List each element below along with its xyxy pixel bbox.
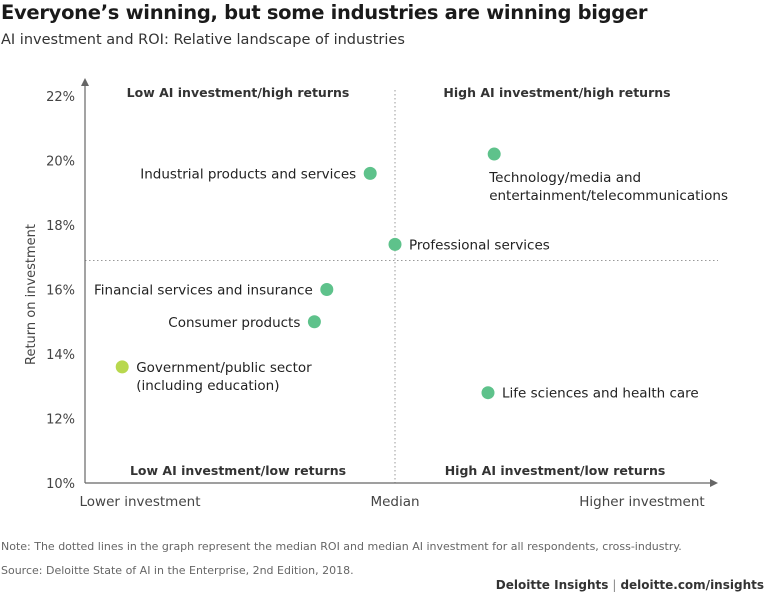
- y-axis-arrow: [81, 78, 89, 86]
- footnote: Note: The dotted lines in the graph repr…: [1, 540, 682, 553]
- quadrant-label-bottom-right: High AI investment/low returns: [445, 463, 666, 478]
- x-axis-arrow: [710, 479, 718, 487]
- point-label: entertainment/telecommunications: [489, 188, 728, 204]
- chart-title: Everyone’s winning, but some industries …: [1, 1, 648, 24]
- point-label: Financial services and insurance: [94, 283, 313, 299]
- data-point: [487, 147, 501, 161]
- data-point: [320, 283, 334, 296]
- point-label: Industrial products and services: [140, 166, 356, 182]
- point-label: Professional services: [409, 237, 550, 253]
- y-tick-label: 20%: [46, 155, 75, 170]
- chart-subtitle: AI investment and ROI: Relative landscap…: [1, 32, 405, 48]
- point-label: Life sciences and health care: [502, 386, 699, 402]
- y-tick-label: 22%: [46, 90, 75, 105]
- quadrant-label-top-right: High AI investment/high returns: [443, 85, 670, 100]
- quadrant-label-top-left: Low AI investment/high returns: [127, 85, 350, 100]
- brand-link[interactable]: deloitte.com/insights: [620, 578, 764, 592]
- brand-footer: Deloitte Insights | deloitte.com/insights: [496, 578, 764, 592]
- data-point: [388, 237, 402, 251]
- y-tick-label: 14%: [46, 348, 75, 363]
- brand-name: Deloitte Insights: [495, 578, 609, 592]
- y-tick-label: 10%: [46, 477, 75, 492]
- y-tick-label: 16%: [46, 284, 75, 299]
- y-tick-label: 12%: [46, 413, 75, 428]
- point-label: Technology/media and: [488, 170, 641, 186]
- data-point: [115, 360, 129, 374]
- quadrant-label-bottom-left: Low AI investment/low returns: [130, 463, 346, 478]
- x-tick-label: Median: [370, 494, 419, 510]
- data-point: [363, 166, 377, 180]
- source-note: Source: Deloitte State of AI in the Ente…: [1, 564, 354, 577]
- footer-separator: |: [612, 578, 617, 592]
- point-label: Consumer products: [168, 315, 300, 331]
- data-point: [307, 315, 321, 329]
- x-tick-label: Higher investment: [579, 494, 704, 510]
- y-axis-label: Return on investment: [24, 224, 39, 365]
- x-tick-label: Lower investment: [80, 494, 201, 510]
- point-label: Government/public sector: [136, 360, 312, 376]
- scatter-chart: 10% 12% 14% 16% 18% 20% 22% Lower investment Med…: [24, 78, 728, 510]
- point-label: (including education): [136, 378, 279, 394]
- data-point: [481, 386, 495, 400]
- y-tick-label: 18%: [46, 219, 75, 234]
